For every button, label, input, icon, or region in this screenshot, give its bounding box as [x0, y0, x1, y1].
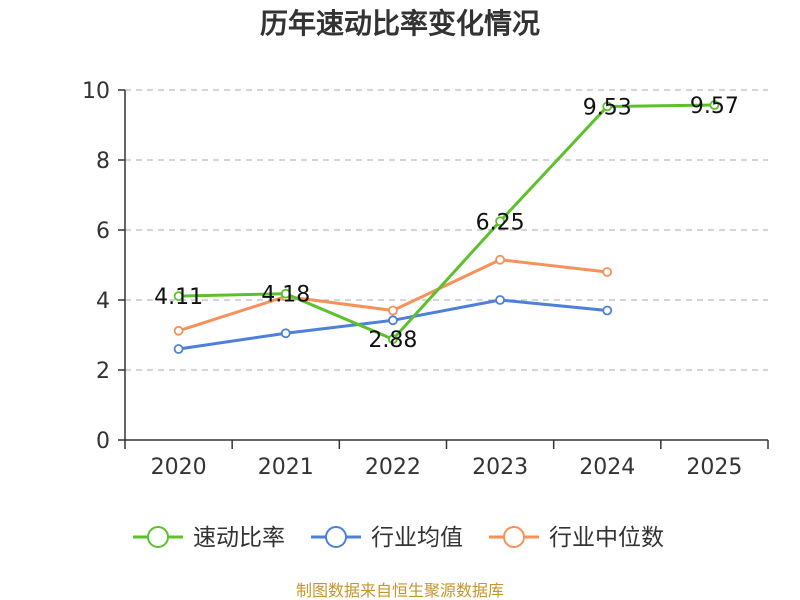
x-tick-label: 2021 — [258, 455, 314, 480]
legend-label: 速动比率 — [193, 525, 285, 551]
axis-layer: 0 2 4 6 8 10 2020 2021 2022 2023 2024 2025 — [82, 79, 769, 480]
series-point[interactable] — [173, 325, 184, 336]
legend-item[interactable]: 速动比率 — [133, 525, 285, 551]
y-tick-label: 6 — [96, 219, 110, 244]
series-point[interactable] — [602, 267, 613, 277]
series-point[interactable] — [388, 315, 398, 326]
series-point[interactable] — [280, 288, 291, 299]
grid-layer — [125, 89, 768, 371]
data-label: 2.88 — [368, 328, 417, 353]
legend-marker-icon — [503, 526, 525, 548]
legend-marker-icon — [325, 526, 347, 548]
y-tick-label: 0 — [96, 429, 110, 454]
series-point[interactable] — [495, 295, 505, 305]
y-tick-label: 8 — [96, 149, 110, 174]
series-point[interactable] — [388, 334, 398, 345]
legend-item[interactable]: 行业均值 — [311, 525, 463, 551]
data-label-layer: 4.11 4.18 2.88 6.25 9.53 9.57 — [154, 94, 739, 353]
series-point[interactable] — [495, 216, 505, 227]
legend[interactable]: 速动比率 行业均值 行业中位数 — [133, 525, 664, 551]
data-label: 4.18 — [261, 283, 310, 308]
series-line — [177, 103, 716, 341]
series-point[interactable] — [388, 305, 398, 316]
legend-marker-icon — [147, 526, 169, 548]
legend-label: 行业均值 — [371, 525, 463, 551]
x-tick-label: 2022 — [365, 455, 421, 480]
x-tick-label: 2024 — [579, 455, 635, 480]
y-tick-label: 2 — [96, 359, 110, 384]
series-layer — [173, 100, 720, 354]
y-tick-label: 4 — [96, 289, 110, 314]
series-point[interactable] — [602, 305, 613, 316]
data-label: 9.53 — [583, 95, 632, 120]
x-tick-label: 2023 — [472, 455, 528, 480]
chart-title: 历年速动比率变化情况 — [260, 7, 540, 40]
legend-item[interactable]: 行业中位数 — [489, 525, 664, 551]
series-point[interactable] — [602, 101, 613, 112]
data-label: 6.25 — [476, 210, 525, 235]
source-note: 制图数据来自恒生聚源数据库 — [296, 581, 504, 600]
data-label: 9.57 — [690, 94, 739, 119]
series-point[interactable] — [280, 328, 291, 339]
series-point[interactable] — [173, 291, 184, 302]
x-tick-label: 2020 — [151, 455, 207, 480]
series-point[interactable] — [495, 254, 505, 265]
y-tick-label: 10 — [82, 79, 110, 104]
legend-label: 行业中位数 — [549, 525, 664, 551]
series-point[interactable] — [709, 100, 720, 110]
data-label: 4.11 — [154, 285, 203, 310]
x-tick-label: 2025 — [686, 455, 742, 480]
series-point[interactable] — [173, 344, 184, 354]
